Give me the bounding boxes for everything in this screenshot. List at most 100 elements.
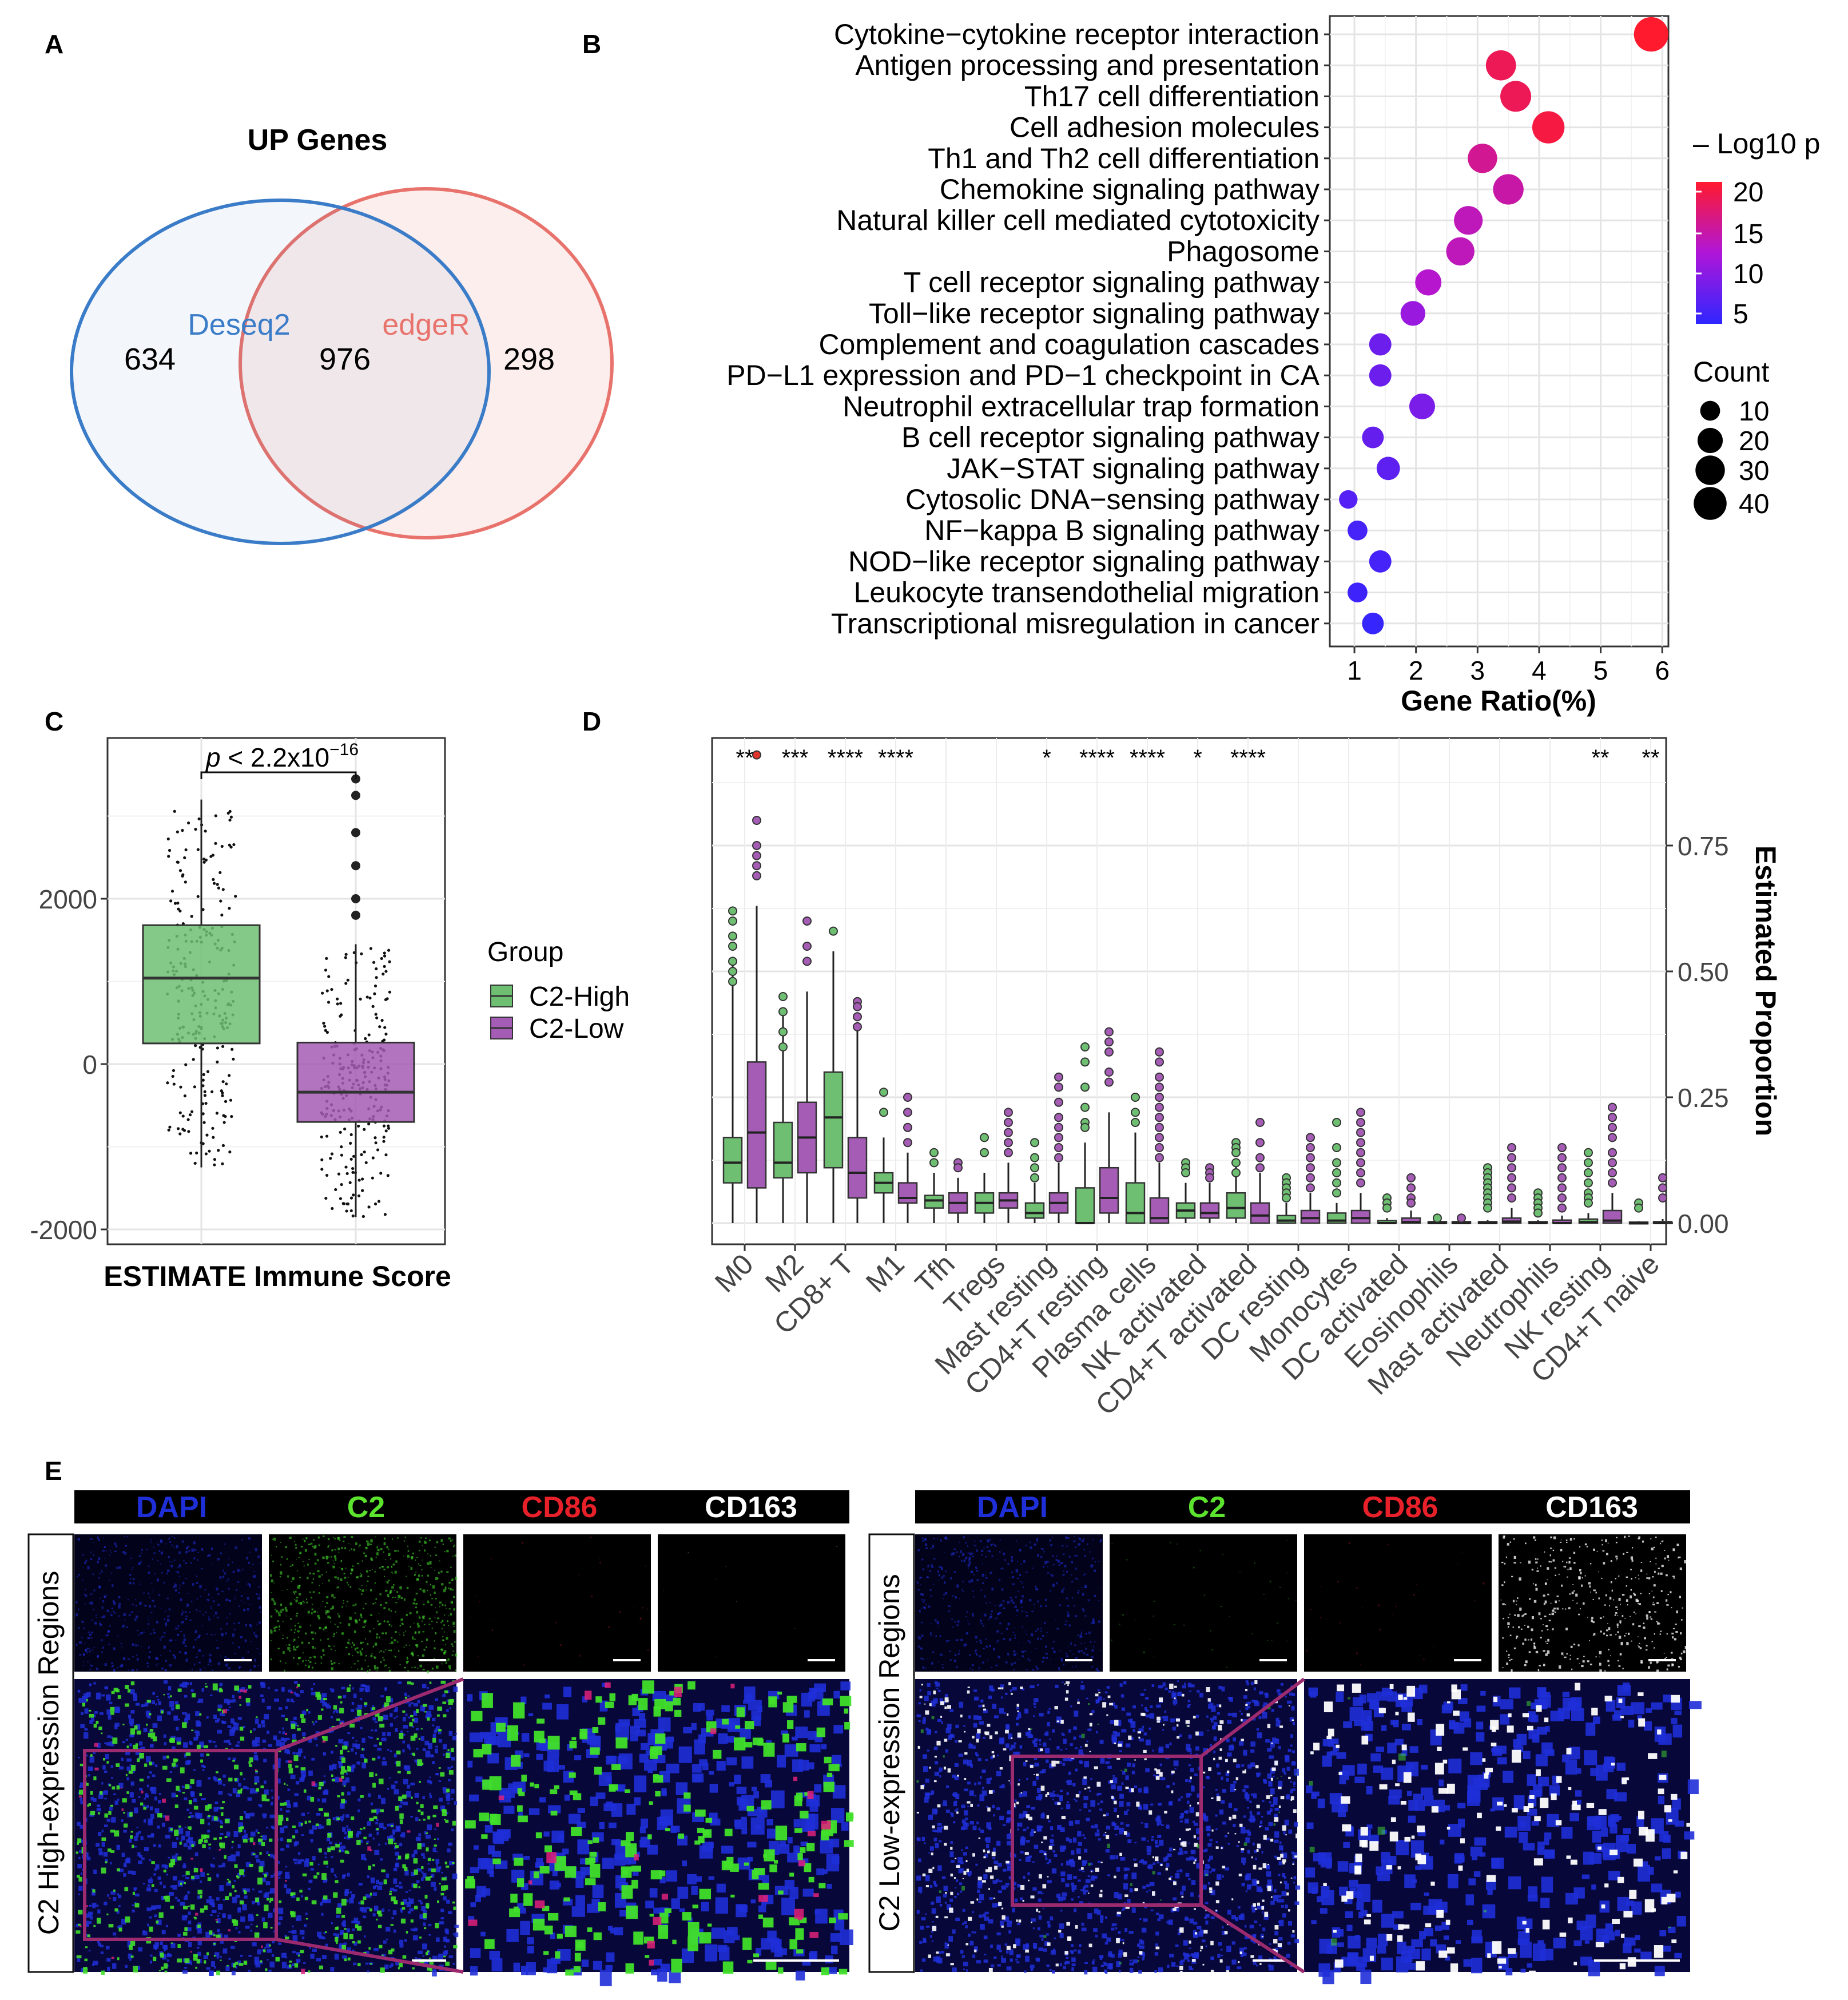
outlier-point <box>1332 1188 1341 1198</box>
cell-signal <box>651 1969 659 1975</box>
cell-signal <box>315 1823 319 1827</box>
jitter-point <box>187 1130 190 1133</box>
cell-signal <box>367 1576 369 1577</box>
cell-signal <box>188 1836 193 1843</box>
cell-signal <box>184 1966 188 1969</box>
cell-signal <box>89 1720 93 1724</box>
cell-signal <box>257 1804 260 1806</box>
cell-signal <box>383 1715 388 1720</box>
cell-signal <box>477 1656 479 1657</box>
cell-signal <box>770 1790 785 1808</box>
cell-signal <box>310 1868 315 1871</box>
cell-signal <box>79 1785 82 1788</box>
cell-signal <box>333 1597 336 1599</box>
cell-signal <box>94 1743 98 1747</box>
cell-signal <box>191 1729 194 1731</box>
jitter-point <box>194 1044 197 1047</box>
cell-signal <box>169 1650 171 1652</box>
cell-signal <box>292 1925 294 1927</box>
cell-signal <box>338 1551 340 1553</box>
cell-signal <box>304 1896 308 1900</box>
cell-signal <box>447 1848 451 1853</box>
jitter-point <box>189 1152 193 1155</box>
cell-signal <box>430 1754 434 1757</box>
cell-signal <box>76 1875 80 1878</box>
cell-signal <box>160 1639 162 1641</box>
cell-signal <box>331 1774 333 1777</box>
cell-signal <box>184 1958 190 1963</box>
box <box>1024 1202 1045 1219</box>
cell-signal <box>114 1725 118 1729</box>
jitter-point <box>195 1151 198 1155</box>
cell-signal <box>138 1634 140 1636</box>
cell-signal <box>154 1914 157 1918</box>
cell-signal <box>295 1590 297 1593</box>
cell-signal <box>130 1955 134 1958</box>
cell-signal <box>416 1622 419 1625</box>
cell-signal <box>146 1907 152 1911</box>
cell-signal <box>713 1749 722 1759</box>
cell-signal <box>404 1867 408 1871</box>
cell-signal <box>317 1931 322 1937</box>
cell-signal <box>181 1613 183 1615</box>
cell-signal <box>220 1832 224 1836</box>
cell-signal <box>442 1951 447 1956</box>
cell-signal <box>324 1852 327 1855</box>
cell-signal <box>315 1632 316 1634</box>
cell-signal <box>400 1597 403 1599</box>
cell-signal <box>343 1942 347 1945</box>
cell-signal <box>422 1631 425 1633</box>
cell-signal <box>328 1765 333 1768</box>
cell-signal <box>408 1703 411 1707</box>
cell-signal <box>304 1820 307 1824</box>
cell-signal <box>282 1621 284 1622</box>
cell-signal <box>198 1634 201 1637</box>
cell-signal <box>185 1658 188 1662</box>
cell-signal <box>446 1865 450 1868</box>
cell-signal <box>407 1731 409 1732</box>
cell-signal <box>399 1634 400 1636</box>
cell-signal <box>344 1850 348 1854</box>
cell-signal <box>140 1802 144 1805</box>
cell-signal <box>158 1594 161 1596</box>
cell-signal <box>341 1792 344 1796</box>
cell-signal <box>261 1699 265 1703</box>
cell-signal <box>423 1589 426 1593</box>
cell-signal <box>101 1837 106 1842</box>
cell-signal <box>347 1601 348 1602</box>
cell-signal <box>156 1919 162 1926</box>
cell-signal <box>291 1723 296 1729</box>
cell-signal <box>284 1783 286 1785</box>
cell-signal <box>450 1613 452 1616</box>
cell-signal <box>369 1630 371 1633</box>
cell-signal <box>795 1727 808 1739</box>
cell-signal <box>429 1795 432 1799</box>
cell-signal <box>169 1771 173 1773</box>
cell-signal <box>355 1708 358 1710</box>
cell-signal <box>175 1853 178 1856</box>
cell-signal <box>388 1608 390 1611</box>
cell-signal <box>374 1571 376 1573</box>
cell-signal <box>330 1660 332 1662</box>
cell-signal <box>117 1868 120 1872</box>
cell-signal <box>665 1828 670 1832</box>
cell-signal <box>104 1902 108 1906</box>
cell-signal <box>162 1823 165 1825</box>
jitter-point <box>204 1102 208 1105</box>
cell-signal <box>442 1640 444 1641</box>
cell-signal <box>268 1744 272 1747</box>
cell-signal <box>97 1536 99 1538</box>
cell-signal <box>290 1699 293 1703</box>
cell-signal <box>448 1588 450 1589</box>
cell-signal <box>412 1967 415 1970</box>
cell-signal <box>699 1759 708 1767</box>
cell-signal <box>170 1737 175 1743</box>
cell-signal <box>212 1683 218 1691</box>
cell-signal <box>149 1916 152 1919</box>
cell-signal <box>437 1577 439 1579</box>
cell-signal <box>475 1596 476 1597</box>
cell-signal <box>844 1840 854 1847</box>
cell-signal <box>331 1751 333 1754</box>
cell-signal <box>152 1700 155 1704</box>
